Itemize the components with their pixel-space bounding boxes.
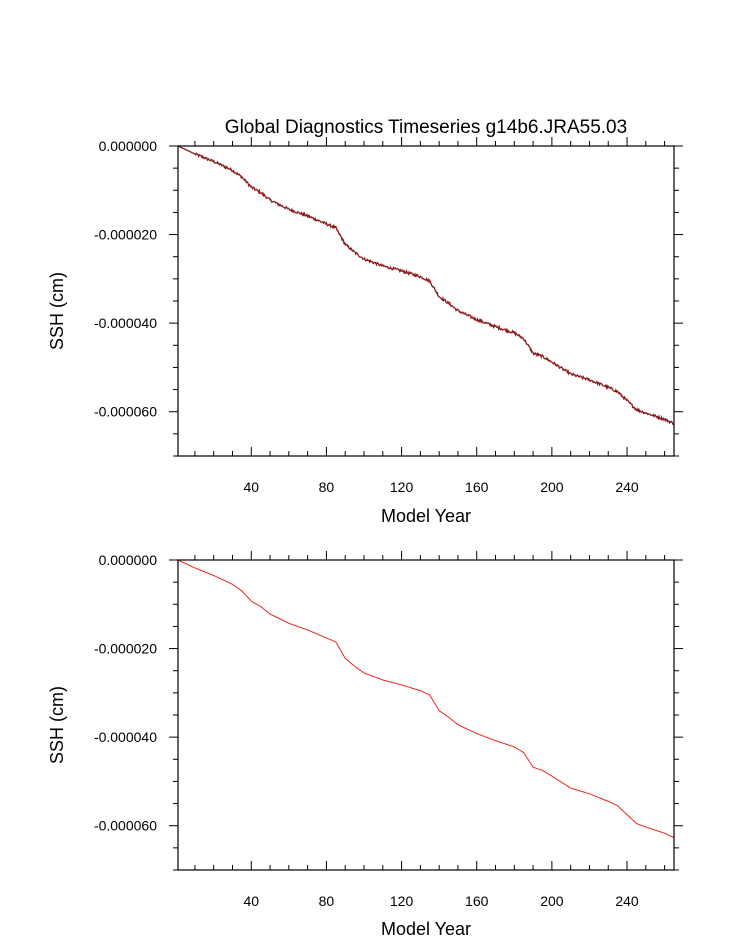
chart-panel-top: Global Diagnostics Timeseries g14b6.JRA5… bbox=[47, 117, 683, 526]
x-tick-label: 240 bbox=[615, 893, 639, 909]
x-axis-label: Model Year bbox=[381, 919, 471, 939]
y-axis-ticks: 0.000000 -0.000020 -0.000040 -0.000060 bbox=[94, 138, 683, 457]
y-tick-label: 0.000000 bbox=[99, 138, 158, 154]
chart-panel-bottom: 40 80 120 160 200 240 0.000000 -0.000020 -0.000… bbox=[47, 551, 683, 939]
y-axis-label: SSH (cm) bbox=[47, 272, 67, 350]
x-tick-label: 240 bbox=[615, 479, 639, 495]
x-tick-label: 120 bbox=[390, 893, 414, 909]
y-tick-label: 0.000000 bbox=[99, 552, 158, 568]
series-layer bbox=[177, 559, 675, 839]
y-tick-label: -0.000060 bbox=[94, 404, 157, 420]
y-axis-ticks: 0.000000 -0.000020 -0.000040 -0.000060 bbox=[94, 552, 683, 871]
x-tick-label: 120 bbox=[390, 479, 414, 495]
x-axis-ticks: 40 80 120 160 200 240 bbox=[194, 137, 666, 495]
plot-frame bbox=[177, 559, 675, 871]
plot-frame bbox=[177, 145, 675, 457]
series-line bbox=[177, 559, 675, 839]
y-tick-label: -0.000060 bbox=[94, 818, 157, 834]
x-tick-label: 160 bbox=[465, 893, 489, 909]
x-tick-label: 200 bbox=[540, 479, 564, 495]
x-tick-label: 40 bbox=[243, 479, 259, 495]
y-tick-label: -0.000040 bbox=[94, 729, 157, 745]
y-tick-label: -0.000040 bbox=[94, 315, 157, 331]
x-tick-label: 160 bbox=[465, 479, 489, 495]
series-line bbox=[177, 145, 675, 426]
y-tick-label: -0.000020 bbox=[94, 641, 157, 657]
x-tick-label: 200 bbox=[540, 893, 564, 909]
y-axis-label: SSH (cm) bbox=[47, 686, 67, 764]
x-tick-label: 80 bbox=[319, 479, 335, 495]
x-tick-label: 40 bbox=[243, 893, 259, 909]
x-axis-ticks: 40 80 120 160 200 240 bbox=[194, 551, 666, 909]
y-tick-label: -0.000020 bbox=[94, 227, 157, 243]
x-axis-label: Model Year bbox=[381, 506, 471, 526]
chart-title: Global Diagnostics Timeseries g14b6.JRA5… bbox=[225, 117, 627, 138]
series-layer bbox=[177, 145, 675, 426]
x-tick-label: 80 bbox=[319, 893, 335, 909]
